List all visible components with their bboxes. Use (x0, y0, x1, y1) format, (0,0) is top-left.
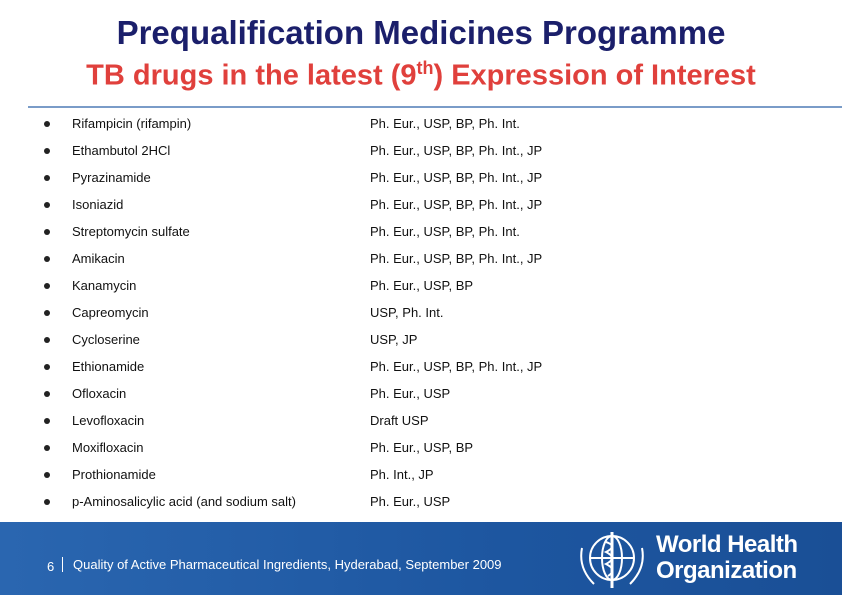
drug-name: Cycloserine (72, 332, 140, 347)
drug-row: Rifampicin (rifampin) Ph. Eur., USP, BP, … (0, 112, 842, 139)
drug-row: Ethionamide Ph. Eur., USP, BP, Ph. Int., … (0, 355, 842, 382)
subtitle-sup: th (416, 58, 434, 78)
drug-row: Pyrazinamide Ph. Eur., USP, BP, Ph. Int.,… (0, 166, 842, 193)
drug-row: p-Aminosalicylic acid (and sodium salt) P… (0, 490, 842, 517)
pharmacopoeia: Ph. Eur., USP, BP, Ph. Int., JP (370, 170, 543, 185)
pharmacopoeia: Ph. Eur., USP, BP, Ph. Int., JP (370, 197, 543, 212)
org-line: World Health (656, 531, 798, 558)
drug-name: Ethionamide (72, 359, 145, 374)
drug-row: Cycloserine USP, JP (0, 328, 842, 355)
pharmacopoeia: Ph. Eur., USP, BP (370, 278, 474, 293)
drug-name: Capreomycin (72, 305, 149, 320)
bullet (44, 148, 50, 154)
separator (62, 557, 63, 572)
title: Prequalification Medicines Programme (116, 14, 726, 51)
drug-name: Moxifloxacin (72, 440, 144, 455)
bullet (44, 175, 50, 181)
divider (28, 106, 842, 108)
subtitle-text: TB drugs in the latest (9 (86, 59, 417, 92)
bullet (44, 121, 50, 127)
bullet (44, 418, 50, 424)
pharmacopoeia: Ph. Eur., USP (370, 494, 451, 509)
subtitle: TB drugs in the latest (9th) Expression … (0, 58, 842, 93)
drug-name: Amikacin (72, 251, 125, 266)
footer: 6 Quality of Active Pharmaceutical Ingre… (0, 522, 842, 595)
drug-row: Kanamycin Ph. Eur., USP, BP (0, 274, 842, 301)
bullet (44, 310, 50, 316)
drug-name: Pyrazinamide (72, 170, 151, 185)
drug-name: Ofloxacin (72, 386, 127, 401)
pharmacopoeia: USP, JP (370, 332, 418, 347)
bullet (44, 283, 50, 289)
bullet (44, 499, 50, 505)
who-emblem (580, 532, 644, 588)
pharmacopoeia: Ph. Eur., USP, BP (370, 440, 474, 455)
bullet (44, 229, 50, 235)
drug-list: Rifampicin (rifampin) Ph. Eur., USP, BP, … (0, 112, 842, 517)
drug-row: Prothionamide Ph. Int., JP (0, 463, 842, 490)
drug-name: Ethambutol 2HCl (72, 143, 171, 158)
subtitle-text: ) Expression of Interest (433, 59, 756, 92)
drug-row: Isoniazid Ph. Eur., USP, BP, Ph. Int., JP (0, 193, 842, 220)
bullet (44, 364, 50, 370)
drug-name: Kanamycin (72, 278, 137, 293)
drug-name: Isoniazid (72, 197, 124, 212)
pharmacopoeia: Ph. Eur., USP (370, 386, 451, 401)
pharmacopoeia: Ph. Eur., USP, BP, Ph. Int., JP (370, 143, 543, 158)
bullet (44, 391, 50, 397)
bullet (44, 472, 50, 478)
drug-row: Moxifloxacin Ph. Eur., USP, BP (0, 436, 842, 463)
footer-text: Quality of Active Pharmaceutical Ingredi… (73, 557, 502, 572)
drug-name: Levofloxacin (72, 413, 145, 428)
bullet (44, 337, 50, 343)
org-line: Organization (656, 557, 797, 584)
drug-name: p-Aminosalicylic acid (and sodium salt) (72, 494, 296, 509)
drug-row: Levofloxacin Draft USP (0, 409, 842, 436)
bullet (44, 256, 50, 262)
pharmacopoeia: Ph. Eur., USP, BP, Ph. Int., JP (370, 359, 543, 374)
drug-row: Capreomycin USP, Ph. Int. (0, 301, 842, 328)
drug-name: Rifampicin (rifampin) (72, 116, 192, 131)
pharmacopoeia: Draft USP (370, 413, 429, 428)
pharmacopoeia: Ph. Int., JP (370, 467, 434, 482)
drug-row: Ethambutol 2HCl Ph. Eur., USP, BP, Ph. In… (0, 139, 842, 166)
bullet (44, 445, 50, 451)
pharmacopoeia: Ph. Eur., USP, BP, Ph. Int. (370, 224, 520, 239)
pharmacopoeia: Ph. Eur., USP, BP, Ph. Int., JP (370, 251, 543, 266)
drug-name: Prothionamide (72, 467, 156, 482)
pharmacopoeia: USP, Ph. Int. (370, 305, 444, 320)
drug-name: Streptomycin sulfate (72, 224, 190, 239)
organization-name: World Health Organization (656, 532, 798, 584)
bullet (44, 202, 50, 208)
drug-row: Ofloxacin Ph. Eur., USP (0, 382, 842, 409)
page-number: 6 (47, 559, 55, 574)
drug-row: Amikacin Ph. Eur., USP, BP, Ph. Int., JP (0, 247, 842, 274)
pharmacopoeia: Ph. Eur., USP, BP, Ph. Int. (370, 116, 520, 131)
drug-row: Streptomycin sulfate Ph. Eur., USP, BP, P… (0, 220, 842, 247)
